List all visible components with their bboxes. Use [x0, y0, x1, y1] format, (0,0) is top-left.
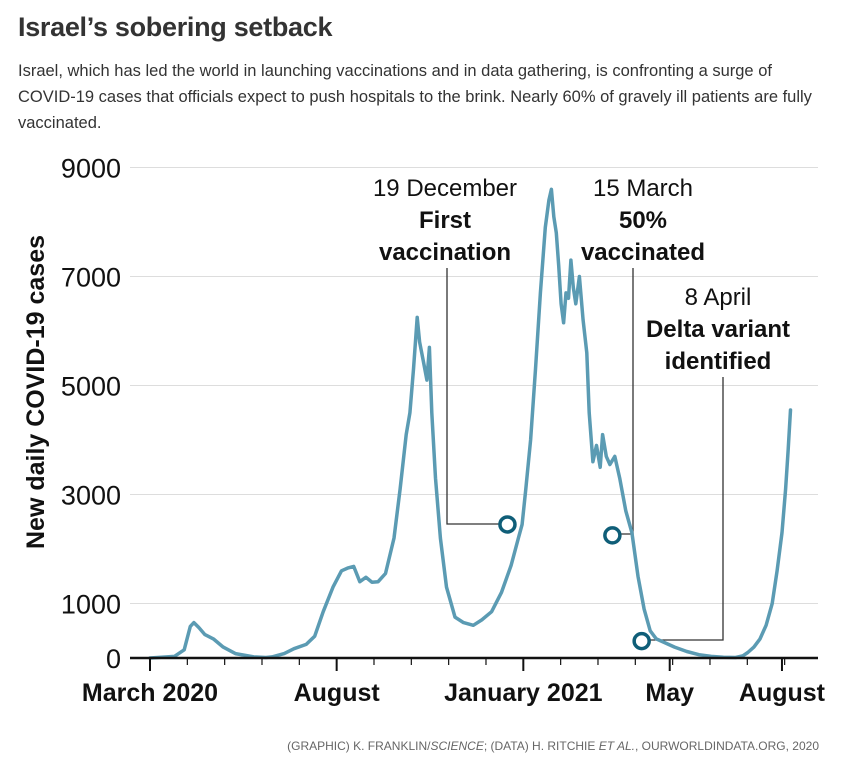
annotation-date: 8 April — [685, 284, 752, 311]
annotation-label: 50% — [619, 207, 667, 234]
x-tick-label: March 2020 — [82, 679, 218, 707]
y-tick-label: 1000 — [61, 590, 121, 620]
annotation-label: vaccinated — [581, 239, 705, 266]
chart-title: Israel’s sobering setback — [18, 12, 333, 42]
annotation-marker — [632, 631, 651, 651]
annotation-label: vaccination — [379, 239, 511, 266]
annotation-label: First — [419, 207, 471, 234]
annotation-marker — [603, 526, 622, 545]
gridlines — [130, 167, 818, 604]
y-axis-label: New daily COVID-19 cases — [22, 235, 50, 549]
chart-area: 0 1000 3000 5000 7000 9000 New daily COVID-19… — [22, 154, 826, 708]
x-tick-label: August — [739, 679, 826, 707]
y-tick-label: 0 — [106, 644, 121, 674]
chart-subtitle: Israel, which has led the world in launc… — [18, 62, 812, 132]
annotation-label: Delta variant — [646, 316, 790, 343]
x-axis: March 2020 August January 2021 May August — [82, 656, 826, 707]
annotation-label: identified — [665, 348, 772, 375]
annotation-date: 19 December — [373, 175, 517, 202]
x-tick-label: May — [645, 679, 694, 707]
annotation-marker — [498, 515, 517, 534]
x-tick-label: August — [294, 679, 381, 707]
annotation-leader — [641, 377, 724, 641]
annotation-date: 15 March — [593, 175, 693, 202]
annotation-labels: 19 December First vaccination 15 March 50% va… — [373, 175, 790, 375]
y-tick-label: 9000 — [61, 154, 121, 184]
x-tick-label: January 2021 — [444, 679, 603, 707]
annotation-leader — [446, 268, 508, 525]
y-tick-label: 7000 — [61, 263, 121, 293]
source-credit: (GRAPHIC) K. FRANKLIN/SCIENCE; (DATA) H.… — [287, 739, 819, 753]
y-axis-ticks: 0 1000 3000 5000 7000 9000 — [61, 154, 121, 675]
series-line-daily-cases — [148, 187, 793, 660]
annotation-markers — [498, 515, 651, 651]
y-tick-label: 5000 — [61, 372, 121, 402]
y-tick-label: 3000 — [61, 481, 121, 511]
